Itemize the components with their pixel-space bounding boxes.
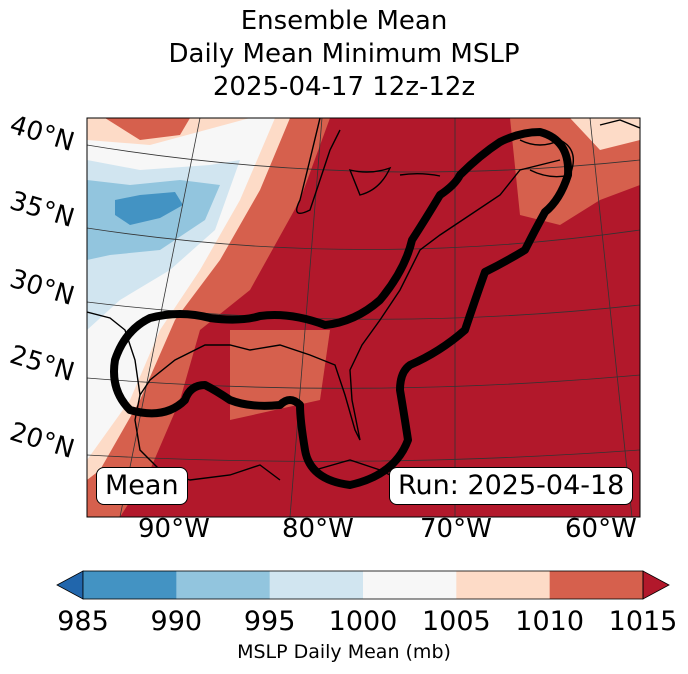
colorbar-label: MSLP Daily Mean (mb) <box>237 641 451 663</box>
lon-label-70w: 70°W <box>420 514 492 544</box>
mean-label-box: Mean <box>96 467 188 505</box>
colorbar-segment <box>549 571 644 599</box>
coastlines <box>87 118 640 481</box>
field-985 <box>115 192 183 225</box>
colorbar-extend-low <box>56 570 84 600</box>
colorbar <box>56 570 670 600</box>
colorbar-segment <box>269 571 364 599</box>
title-line-1: Ensemble Mean <box>240 6 448 36</box>
field-1010-sw <box>230 330 330 420</box>
colorbar-tick-label: 1005 <box>421 606 491 637</box>
title-line-2: Daily Mean Minimum MSLP <box>168 39 520 69</box>
colorbar-segment <box>83 571 177 599</box>
colorbar-segment <box>456 571 551 599</box>
lon-label-90w: 90°W <box>138 514 210 544</box>
map-frame <box>86 117 641 518</box>
colorbar-segment <box>176 571 271 599</box>
colorbar-segment <box>363 571 457 599</box>
field-1005-ne <box>570 118 640 150</box>
title-line-3: 2025-04-17 12z-12z <box>212 72 476 102</box>
colorbar-tick-label: 995 <box>243 606 296 637</box>
colorbar-frame <box>82 570 644 600</box>
colorbar-tick-label: 1010 <box>515 606 585 637</box>
probability-contour <box>110 128 573 489</box>
colorbar-tick-label: 990 <box>150 606 203 637</box>
lon-label-60w: 60°W <box>565 514 637 544</box>
colorbar-tick-label: 1000 <box>328 606 398 637</box>
colorbar-tick-label: 985 <box>57 606 109 637</box>
run-date-box: Run: 2025-04-18 <box>389 467 634 505</box>
colorbar-tick-label: 1015 <box>608 606 678 637</box>
lon-label-80w: 80°W <box>282 514 354 544</box>
colorbar-extend-high <box>642 570 670 600</box>
field-1010-top <box>105 118 190 140</box>
